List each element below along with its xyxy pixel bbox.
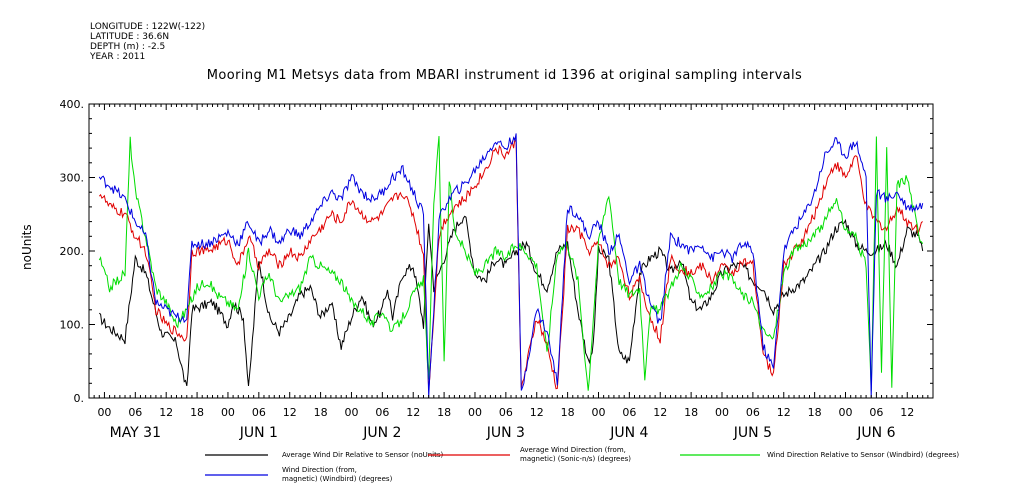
- x-hour-label: 12: [900, 406, 914, 419]
- x-hour-label: 18: [561, 406, 575, 419]
- x-hour-label: 06: [128, 406, 142, 419]
- x-hour-label: 00: [221, 406, 235, 419]
- legend-label: Wind Direction (from,: [282, 466, 357, 474]
- x-hour-label: 12: [159, 406, 173, 419]
- x-hour-label: 06: [746, 406, 760, 419]
- y-tick-label: 200.: [60, 245, 85, 258]
- y-tick-label: 300.: [60, 172, 85, 185]
- legend-label: Wind Direction Relative to Sensor (Windb…: [767, 451, 959, 459]
- x-hour-label: 06: [622, 406, 636, 419]
- y-tick-label: 400.: [60, 98, 85, 111]
- x-day-label: JUN 6: [856, 425, 895, 441]
- series-line: [98, 136, 924, 391]
- legend-label: Average Wind Direction (from,: [520, 446, 626, 454]
- x-day-label: MAY 31: [110, 425, 161, 441]
- x-hour-label: 00: [468, 406, 482, 419]
- metadata-block: LONGITUDE : 122W(-122) LATITUDE : 36.6N …: [90, 22, 205, 62]
- x-hour-label: 18: [808, 406, 822, 419]
- x-hour-label: 12: [653, 406, 667, 419]
- x-hour-label: 06: [252, 406, 266, 419]
- x-hour-label: 18: [190, 406, 204, 419]
- legend-label: magnetic) (Sonic-n/s) (degrees): [520, 455, 631, 463]
- legend-label: Average Wind Dir Relative to Sensor (noU…: [282, 451, 443, 459]
- x-day-label: JUN 4: [609, 425, 648, 441]
- x-hour-label: 00: [591, 406, 605, 419]
- x-hour-label: 12: [530, 406, 544, 419]
- x-hour-label: 12: [777, 406, 791, 419]
- x-day-label: JUN 3: [486, 425, 525, 441]
- plot-frame: [88, 103, 934, 399]
- series-line: [98, 137, 923, 390]
- meta-latitude: LATITUDE : 36.6N: [90, 32, 170, 42]
- series-line: [98, 133, 924, 398]
- y-tick-label: 0.: [74, 392, 85, 405]
- x-day-label: JUN 1: [239, 425, 278, 441]
- x-day-label: JUN 5: [733, 425, 772, 441]
- x-hour-label: 06: [375, 406, 389, 419]
- x-hour-label: 00: [97, 406, 111, 419]
- x-hour-label: 12: [283, 406, 297, 419]
- x-hour-label: 18: [684, 406, 698, 419]
- series-line: [98, 215, 924, 387]
- x-day-label: JUN 2: [362, 425, 401, 441]
- meta-longitude: LONGITUDE : 122W(-122): [90, 22, 206, 32]
- meta-depth: DEPTH (m) : -2.5: [90, 42, 166, 52]
- y-tick-label: 100.: [60, 319, 85, 332]
- x-hour-label: 00: [344, 406, 358, 419]
- x-hour-label: 06: [869, 406, 883, 419]
- x-hour-label: 18: [437, 406, 451, 419]
- meta-year: YEAR : 2011: [90, 52, 146, 62]
- x-hour-label: 00: [715, 406, 729, 419]
- x-hour-label: 06: [499, 406, 513, 419]
- x-hour-label: 00: [839, 406, 853, 419]
- x-hour-label: 18: [314, 406, 328, 419]
- chart-title: Mooring M1 Metsys data from MBARI instru…: [206, 68, 803, 83]
- legend-label: magnetic) (Windbird) (degrees): [282, 475, 393, 483]
- x-hour-label: 12: [406, 406, 420, 419]
